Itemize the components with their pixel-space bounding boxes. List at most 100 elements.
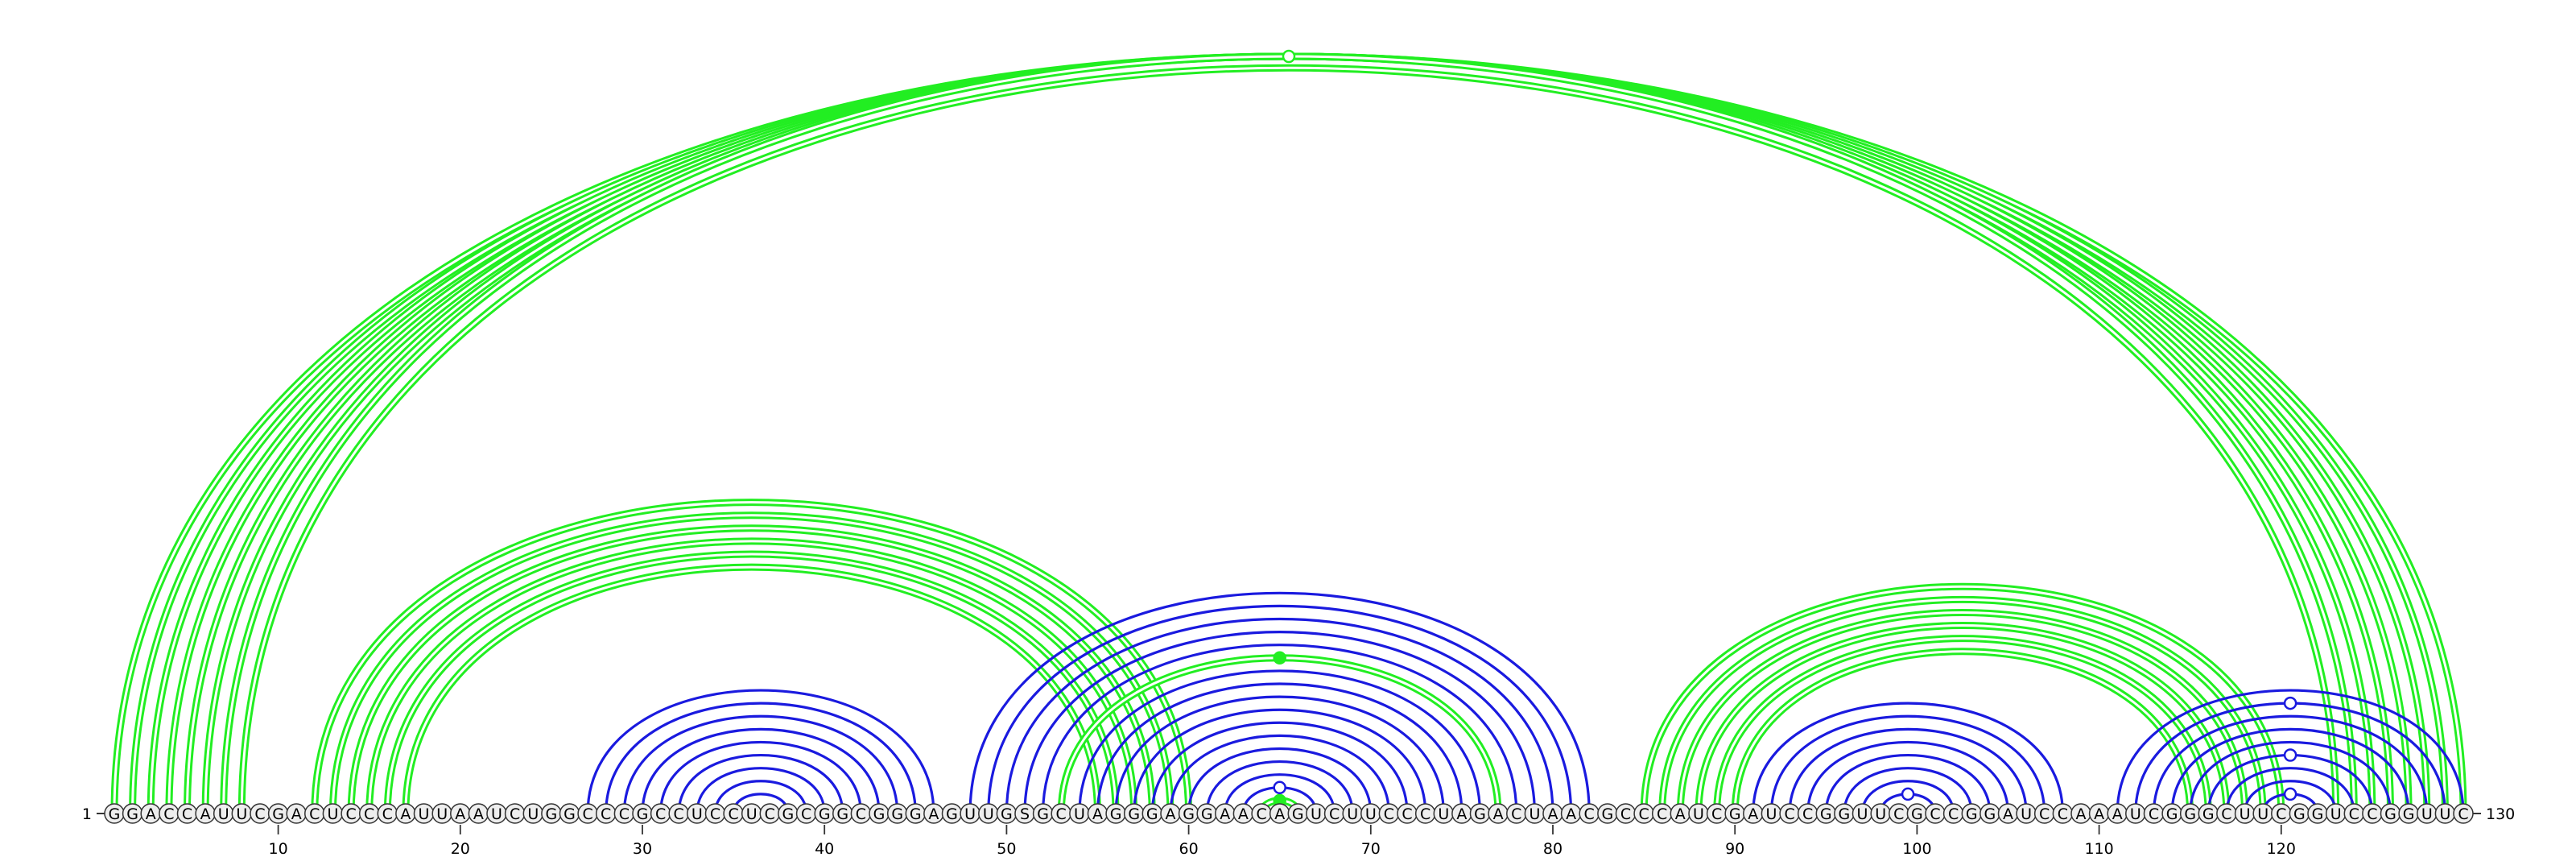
blue-arc-29-44 [622, 714, 899, 814]
tick-label-80: 80 [1543, 840, 1563, 857]
blue-arc-91-108 [1752, 702, 2064, 814]
nucleotide: C [850, 803, 872, 824]
nucleotide: U [1870, 803, 1891, 824]
nucleotide: U [1069, 803, 1090, 824]
nucleotide-letter: C [801, 805, 811, 823]
nucleotide: A [286, 803, 307, 824]
nucleotide: C [759, 803, 781, 824]
nucleotide: G [559, 803, 580, 824]
green-arc-core-15-57 [368, 540, 1136, 814]
nucleotide: U [413, 803, 435, 824]
green-arc-12-60 [311, 499, 1193, 814]
nucleotide: C [723, 803, 744, 824]
nucleotide-letter: U [1365, 805, 1377, 823]
nucleotide: U [2234, 803, 2256, 824]
green-arc-16-56 [383, 550, 1120, 814]
nucleotide-letter: G [546, 805, 558, 823]
nucleotide: U [2016, 803, 2037, 824]
nucleotide-letter: G [910, 805, 922, 823]
nucleotide-letter: C [674, 805, 684, 823]
nucleotide: A [1997, 803, 2019, 824]
nucleotide: G [2161, 803, 2182, 824]
nucleotide-letter: C [619, 805, 630, 823]
nucleotide: A [140, 803, 161, 824]
nucleotide: G [541, 803, 562, 824]
nucleotide-letter: G [1820, 805, 1832, 823]
nucleotide-letter: A [2094, 805, 2104, 823]
apex-markers-layer [1273, 49, 2297, 808]
nucleotide: A [1560, 803, 1582, 824]
nucleotide-letter: C [1056, 805, 1067, 823]
nucleotide: C [1414, 803, 1436, 824]
nucleotide: C [577, 803, 598, 824]
nucleotide-letter: G [819, 805, 831, 823]
nucleotide: G [1196, 803, 1217, 824]
blue-arc-114-127 [2170, 727, 2410, 814]
nucleotide: C [1651, 803, 1673, 824]
nucleotide: U [1306, 803, 1327, 824]
green-arc-core-86-119 [1661, 598, 2264, 814]
nucleotide: A [1269, 803, 1290, 824]
nucleotide-letter: C [1711, 805, 1722, 823]
nucleotide-letter: C [1948, 805, 1959, 823]
green-arc-1-130 [110, 52, 2467, 814]
nucleotide: G [1178, 803, 1199, 824]
blue-arc-96-103 [1843, 767, 1973, 814]
blue-arc-95-104 [1824, 753, 1992, 814]
nucleotide-letter: A [1456, 805, 1467, 823]
nucleotide-letter: C [1802, 805, 1813, 823]
green-arc-2-129 [129, 52, 2449, 814]
nucleotide-letter: U [2021, 805, 2032, 823]
blue-arc-62-68 [1224, 773, 1336, 814]
nucleotide: U [1852, 803, 1873, 824]
nucleotide-letter: G [109, 805, 121, 823]
nucleotide: G [1597, 803, 1618, 824]
nucleotide-letter: U [527, 805, 539, 823]
nucleotide: C [2271, 803, 2292, 824]
nucleotide-letter: U [1529, 805, 1540, 823]
green-arc-4-127 [165, 52, 2413, 814]
nucleotide: G [1123, 803, 1145, 824]
nucleotide-letter: C [655, 805, 666, 823]
nucleotide-letter: U [1438, 805, 1449, 823]
nucleotide-letter: C [710, 805, 720, 823]
nucleotide: A [1087, 803, 1108, 824]
nucleotide-letter: C [510, 805, 520, 823]
nucleotide-letter: C [2276, 805, 2286, 823]
nucleotide: S [1014, 803, 1035, 824]
nucleotide-letter: U [2257, 805, 2268, 823]
nucleotide: C [1251, 803, 1272, 824]
nucleotide-letter: G [1966, 805, 1978, 823]
nucleotide-letter: U [218, 805, 229, 823]
blue-arc-58-72 [1150, 721, 1409, 814]
nucleotide: G [1834, 803, 1855, 824]
nucleotide: A [468, 803, 489, 824]
nucleotide: C [1797, 803, 1818, 824]
nucleotide-letter: U [2330, 805, 2342, 823]
nucleotide: G [2307, 803, 2328, 824]
nucleotide: C [377, 803, 398, 824]
nucleotide-letter: A [1220, 805, 1230, 823]
nucleotide: G [886, 803, 908, 824]
nucleotide: A [923, 803, 944, 824]
blue-arc-61-69 [1205, 760, 1354, 814]
blue-arc-54-76 [1078, 669, 1482, 814]
nucleotide-letter: U [1693, 805, 1704, 823]
nucleotide-letter: C [1402, 805, 1412, 823]
nucleotide: C [2143, 803, 2165, 824]
nucleotide-letter: U [2421, 805, 2433, 823]
nucleotide: A [2088, 803, 2110, 824]
nucleotide-letter: G [1110, 805, 1122, 823]
nucleotide-letter: U [236, 805, 247, 823]
nucleotide: U [1688, 803, 1709, 824]
green-arc-core-14-58 [349, 527, 1154, 814]
nucleotide-letter: A [928, 805, 939, 823]
nucleotide-letter: G [2293, 805, 2306, 823]
nucleotide-letter: C [309, 805, 320, 823]
nucleotide-letter: G [1984, 805, 1996, 823]
nucleotide-letter: A [455, 805, 465, 823]
nucleotide: C [304, 803, 325, 824]
nucleotide-letter: C [765, 805, 775, 823]
nucleotide-letter: C [163, 805, 174, 823]
nucleotide: G [1287, 803, 1309, 824]
